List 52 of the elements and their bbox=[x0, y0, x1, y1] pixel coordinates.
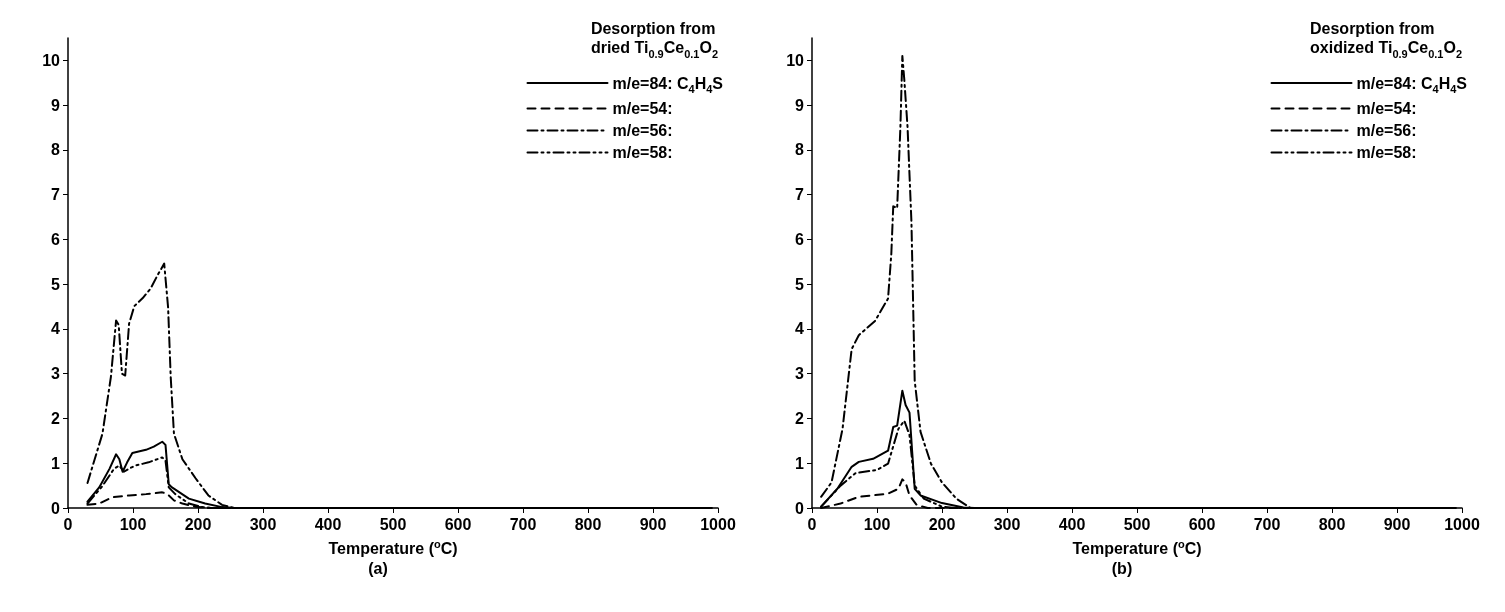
x-tick-label: 600 bbox=[1188, 515, 1216, 533]
x-tick-label: 800 bbox=[574, 515, 602, 533]
x-tick-label: 1000 bbox=[700, 515, 736, 533]
x-tick-label: 0 bbox=[63, 515, 73, 533]
x-tick-label: 800 bbox=[1318, 515, 1346, 533]
y-tick-label: 4 bbox=[795, 320, 805, 338]
x-tick-label: 500 bbox=[379, 515, 407, 533]
y-tick-label: 5 bbox=[51, 275, 61, 293]
y-tick-label: 2 bbox=[51, 409, 61, 427]
x-tick-label: 900 bbox=[1383, 515, 1411, 533]
legend-label: m/e=54: bbox=[1356, 100, 1417, 117]
x-tick-label: 500 bbox=[1123, 515, 1151, 533]
y-tick-label: 3 bbox=[51, 365, 61, 383]
y-tick-label: 7 bbox=[51, 186, 61, 204]
y-tick-label: 9 bbox=[51, 96, 61, 114]
x-tick-label: 700 bbox=[509, 515, 537, 533]
y-tick-label: 8 bbox=[51, 141, 61, 159]
y-tick-label: 0 bbox=[795, 499, 805, 517]
x-tick-label: 0 bbox=[807, 515, 817, 533]
y-tick-label: 1 bbox=[795, 454, 805, 472]
y-tick-label: 9 bbox=[795, 96, 805, 114]
x-tick-label: 600 bbox=[444, 515, 472, 533]
x-tick-label: 100 bbox=[863, 515, 891, 533]
legend-label: m/e=58: bbox=[612, 144, 673, 161]
y-tick-label: 4 bbox=[51, 320, 61, 338]
legend-label: m/e=56: bbox=[1356, 122, 1417, 139]
y-tick-label: 2 bbox=[795, 409, 805, 427]
x-tick-label: 400 bbox=[314, 515, 342, 533]
x-tick-label: 200 bbox=[184, 515, 212, 533]
text: (a) bbox=[368, 559, 388, 577]
x-tick-label: 400 bbox=[1058, 515, 1086, 533]
x-tick-label: 1000 bbox=[1444, 515, 1480, 533]
legend-label: m/e=56: bbox=[612, 122, 673, 139]
y-tick-label: 6 bbox=[51, 230, 61, 248]
x-tick-label: 100 bbox=[119, 515, 147, 533]
y-tick-label: 5 bbox=[795, 275, 805, 293]
x-tick-label: 300 bbox=[993, 515, 1021, 533]
y-tick-label: 8 bbox=[795, 141, 805, 159]
x-tick-label: 300 bbox=[249, 515, 277, 533]
y-tick-label: 6 bbox=[795, 230, 805, 248]
y-tick-label: 0 bbox=[51, 499, 61, 517]
x-tick-label: 200 bbox=[928, 515, 956, 533]
y-tick-label: 3 bbox=[795, 365, 805, 383]
legend-label: m/e=54: bbox=[612, 100, 673, 117]
y-tick-label: 10 bbox=[42, 51, 61, 69]
y-tick-label: 7 bbox=[795, 186, 805, 204]
legend-label: m/e=58: bbox=[1356, 144, 1417, 161]
x-tick-label: 700 bbox=[1253, 515, 1281, 533]
y-tick-label: 10 bbox=[786, 51, 805, 69]
x-tick-label: 900 bbox=[639, 515, 667, 533]
text: (b) bbox=[1111, 559, 1133, 577]
y-tick-label: 1 bbox=[51, 454, 61, 472]
